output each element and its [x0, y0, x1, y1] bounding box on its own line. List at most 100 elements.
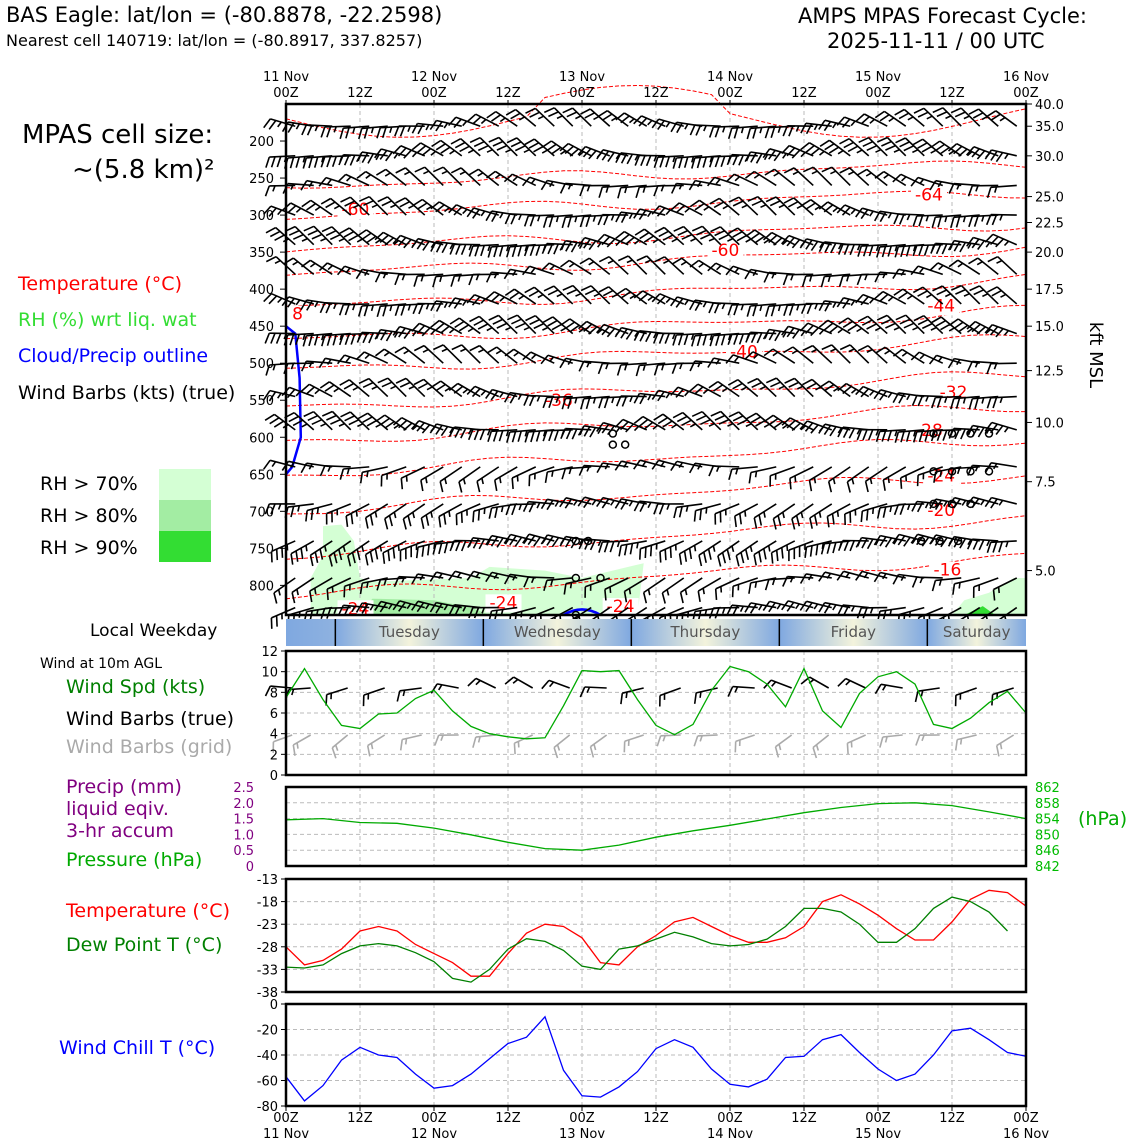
barb-shaft: [383, 348, 407, 364]
contour-label: 8: [292, 305, 303, 325]
barb-flag: [524, 138, 535, 146]
barb-flag: [689, 383, 699, 393]
barb-flag: [726, 604, 733, 616]
barb-flag: [623, 461, 628, 468]
barb-flag: [744, 351, 754, 360]
barb-flag: [597, 241, 602, 248]
temperature-panel-series-line: [285, 889, 1027, 977]
barb-shaft: [847, 734, 866, 744]
barb-flag: [499, 296, 505, 302]
profile-wind-barb: [714, 503, 740, 525]
barb-flag: [375, 239, 381, 244]
profile-wind-barb: [525, 314, 555, 335]
profile-wind-barb: [273, 577, 296, 604]
barb-flag: [611, 116, 618, 122]
barb-shaft: [288, 460, 314, 468]
top-date-label: 16 Nov: [1003, 70, 1049, 85]
barb-flag: [813, 124, 819, 131]
barb-flag: [504, 288, 515, 297]
barb-flag: [561, 468, 567, 480]
barb-flag: [989, 236, 999, 246]
barb-flag: [664, 549, 667, 561]
barb-shaft: [960, 285, 981, 305]
top-date-label: 14 Nov: [707, 70, 753, 85]
barb-flag: [523, 148, 530, 154]
barb-flag: [815, 386, 822, 391]
profile-wind-barb: [543, 285, 574, 305]
barb-shaft: [584, 686, 607, 689]
barb-flag: [472, 736, 477, 748]
barb-flag: [954, 739, 958, 751]
profile-wind-barb: [577, 320, 611, 335]
profile-wind-barb: [303, 225, 333, 246]
barb-flag: [597, 539, 602, 547]
barb-flag: [955, 216, 961, 228]
profile-wind-barb: [633, 290, 666, 305]
barb-flag: [745, 423, 752, 428]
barb-flag: [703, 125, 707, 132]
barb-flag: [311, 233, 323, 240]
barb-flag: [357, 305, 363, 317]
barb-flag: [833, 387, 839, 392]
barb-flag: [810, 147, 820, 157]
barb-flag: [731, 586, 734, 598]
barb-flag: [616, 287, 627, 296]
barb-flag: [691, 335, 696, 347]
barb-shaft: [509, 213, 536, 216]
barb-flag: [443, 301, 449, 309]
barb-flag: [972, 539, 979, 550]
barb-flag: [649, 545, 653, 557]
barb-flag: [893, 504, 900, 516]
barb-flag: [778, 204, 785, 209]
barb-flag: [763, 511, 766, 518]
barb-flag: [536, 502, 541, 509]
calm-circle: [608, 440, 618, 449]
barb-flag: [485, 571, 493, 583]
profile-wind-barb: [524, 138, 555, 157]
barb-flag: [725, 265, 734, 276]
barb-flag: [568, 468, 572, 475]
barb-flag: [394, 274, 400, 286]
barb-flag: [344, 304, 350, 316]
barb-flag: [355, 602, 363, 613]
profile-wind-barb: [765, 377, 796, 398]
barb-flag: [770, 552, 774, 564]
barb-shaft: [756, 378, 777, 398]
profile-wind-barb: [511, 466, 537, 490]
barb-shaft: [345, 503, 370, 517]
barb-flag: [965, 146, 975, 156]
barb-flag: [364, 270, 369, 277]
profile-wind-barb: [598, 255, 629, 275]
barb-flag: [577, 146, 586, 156]
barb-shaft: [567, 142, 592, 157]
barb-flag: [444, 387, 451, 392]
barb-shaft: [382, 540, 407, 554]
barb-flag: [366, 235, 377, 244]
barb-flag: [512, 270, 517, 277]
barb-shaft: [991, 496, 1017, 505]
profile-wind-barb: [763, 414, 796, 431]
barb-flag: [321, 335, 326, 347]
profile-wind-barb: [305, 503, 333, 522]
barb-flag: [531, 353, 537, 360]
wind10-grid-barb: [589, 734, 608, 758]
profile-wind-barb: [263, 389, 296, 402]
barb-flag: [262, 205, 272, 215]
barb-flag: [754, 471, 758, 478]
contour-label-bg: [602, 598, 639, 617]
barb-flag: [449, 244, 456, 255]
barb-flag: [770, 381, 781, 388]
wind10-grid-barb: [995, 734, 1015, 757]
barb-flag: [930, 430, 937, 442]
profile-wind-barb: [264, 413, 296, 431]
barb-flag: [799, 573, 807, 584]
barb-flag: [764, 168, 775, 176]
barb-flag: [588, 326, 598, 335]
barb-flag: [647, 394, 652, 401]
barb-flag: [416, 145, 427, 154]
barb-flag: [709, 334, 713, 341]
barb-flag: [767, 545, 771, 552]
barb-flag: [768, 234, 778, 244]
barb-flag: [384, 518, 389, 530]
barb-shaft: [697, 383, 722, 398]
